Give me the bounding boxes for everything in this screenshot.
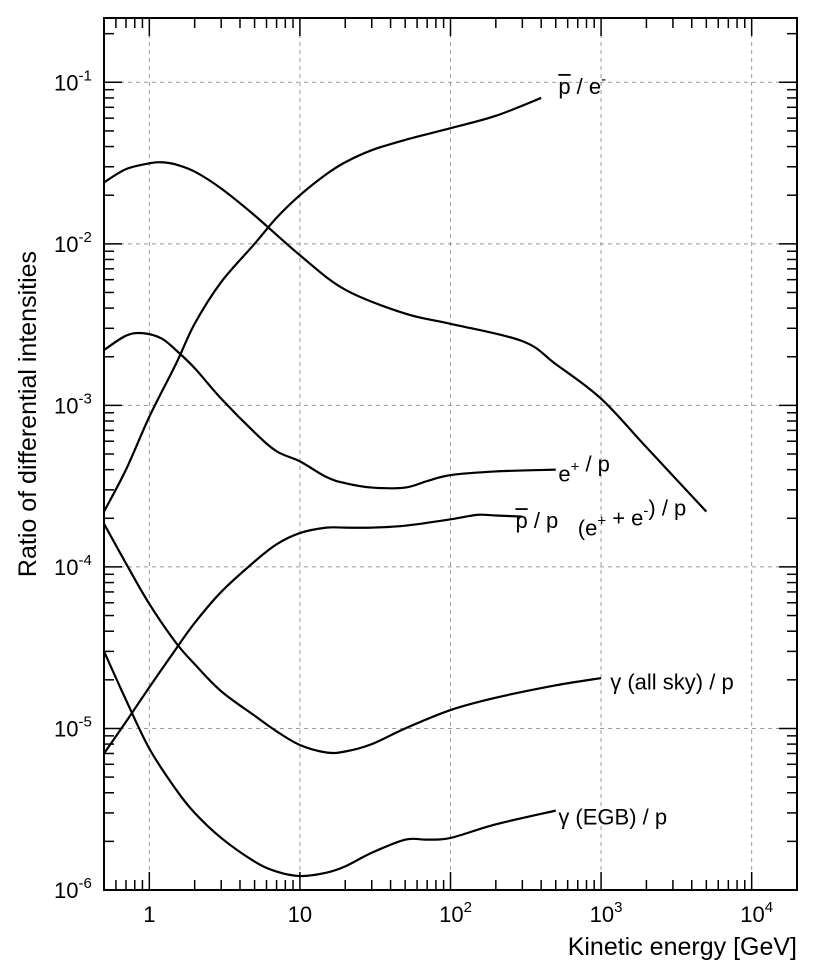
series-line-gamma-all-sky-over-p [103,523,602,755]
tick-labels: 1 10 102 103 104 10-6 10-5 10-4 10-3 10-2 10-1 [54,67,773,927]
series-label-gamma-egb-over-p: γ (EGB) / p [558,805,667,830]
y-tick-label: 10-4 [54,552,92,580]
series-line-electrons-plus-positrons-over-p [103,161,708,513]
series-line-positrons-over-p [103,331,556,490]
series-label-pbar-over-e: p / e- [558,71,606,99]
grid [104,18,797,890]
x-tick-label: 103 [590,899,623,927]
y-tick-label: 10-1 [54,67,92,95]
series-line-gamma-egb-over-p [102,650,556,878]
y-tick-label: 10-5 [54,713,92,741]
series-label-pbar-over-p: p / p [515,508,558,533]
axis-ticks [103,18,798,891]
y-tick-label: 10-3 [54,390,92,418]
series-label-positrons-over-p: e+ / p [558,451,610,486]
x-tick-label: 1 [143,902,155,927]
x-tick-label: 104 [740,899,773,927]
y-tick-label: 10-2 [54,229,92,257]
y-axis-title: Ratio of differential intensities [14,251,42,577]
y-tick-label: 10-6 [54,875,92,903]
series-line-pbar-over-e [103,96,542,513]
curves [102,96,708,878]
x-tick-label: 10 [288,902,312,927]
series-label-gamma-all-sky-over-p: γ (all sky) / p [610,670,733,695]
x-axis-title: Kinetic energy [GeV] [568,933,797,961]
x-tick-label: 102 [439,899,472,927]
series-line-pbar-over-p [103,513,523,755]
series-label-electrons-plus-positrons-over-p: (e+ + e-) / p [578,496,687,541]
series-labels: p / e- (e+ + e-) / p e+ / pp / p γ (all sky… [515,71,734,830]
